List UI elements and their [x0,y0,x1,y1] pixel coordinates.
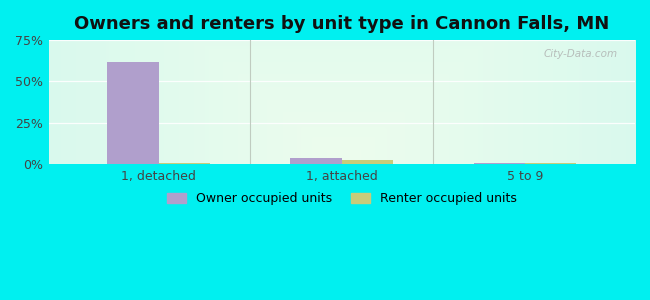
Bar [474,163,525,164]
Legend: Owner occupied units, Renter occupied units: Owner occupied units, Renter occupied un… [162,187,521,210]
Bar [525,163,577,164]
Title: Owners and renters by unit type in Cannon Falls, MN: Owners and renters by unit type in Canno… [74,15,610,33]
Bar [159,163,210,164]
Bar [342,160,393,164]
Bar [291,158,342,164]
Text: City-Data.com: City-Data.com [543,49,618,59]
Bar [107,61,159,164]
